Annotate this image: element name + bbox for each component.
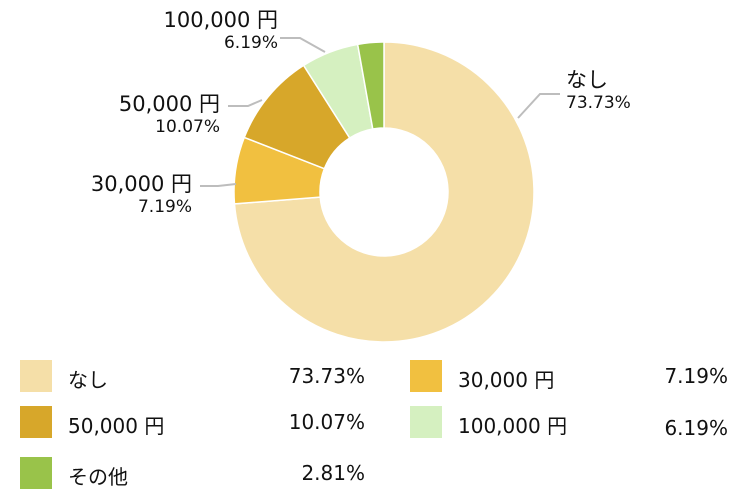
legend-value-other: 2.81% xyxy=(301,461,365,485)
leader-100000 xyxy=(280,37,326,53)
legend-value-30000: 7.19% xyxy=(664,364,728,388)
callout-100000-name: 100,000 円 xyxy=(163,8,278,32)
legend-item-other: その他 2.81% xyxy=(20,457,365,493)
callout-nashi: なし 73.73% xyxy=(566,68,631,114)
legend-item-100000: 100,000 円 6.19% xyxy=(410,406,728,442)
donut-slice-other xyxy=(356,41,385,130)
callout-30000-name: 30,000 円 xyxy=(90,172,192,196)
donut-slice-nashi xyxy=(233,41,535,343)
legend-swatch-100000 xyxy=(410,406,442,438)
leader-30000 xyxy=(200,183,237,187)
leader-nashi xyxy=(517,93,560,119)
donut-chart: 100,000 円 6.19% 50,000 円 10.07% 30,000 円… xyxy=(91,8,631,343)
donut-chart-svg xyxy=(200,37,560,343)
callout-50000: 50,000 円 10.07% xyxy=(119,92,220,138)
legend-label-nashi: なし xyxy=(68,368,108,392)
legend-value-100000: 6.19% xyxy=(664,416,728,440)
callout-30000: 30,000 円 7.19% xyxy=(91,172,192,218)
legend-label-30000: 30,000 円 xyxy=(458,368,555,392)
legend-item-30000: 30,000 円 7.19% xyxy=(410,360,728,396)
callout-50000-name: 50,000 円 xyxy=(118,92,220,116)
legend-swatch-50000 xyxy=(20,406,52,438)
legend-value-50000: 10.07% xyxy=(288,410,365,434)
legend-swatch-nashi xyxy=(20,360,52,392)
callout-nashi-pct: 73.73% xyxy=(566,93,631,114)
callout-30000-pct: 7.19% xyxy=(137,197,192,218)
leader-50000 xyxy=(228,99,263,107)
legend-item-nashi: なし 73.73% xyxy=(20,360,365,396)
legend-label-other: その他 xyxy=(68,465,128,489)
legend-label-100000: 100,000 円 xyxy=(458,414,568,438)
legend-value-nashi: 73.73% xyxy=(288,364,365,388)
callout-50000-pct: 10.07% xyxy=(155,117,220,138)
callout-100000: 100,000 円 6.19% xyxy=(163,8,278,54)
chart-legend: なし 73.73% 30,000 円 7.19% 50,000 円 10.07%… xyxy=(0,345,750,500)
legend-swatch-30000 xyxy=(410,360,442,392)
callout-100000-pct: 6.19% xyxy=(223,33,278,54)
legend-item-50000: 50,000 円 10.07% xyxy=(20,406,365,442)
legend-label-50000: 50,000 円 xyxy=(68,414,165,438)
legend-swatch-other xyxy=(20,457,52,489)
callout-nashi-name: なし xyxy=(566,68,608,92)
